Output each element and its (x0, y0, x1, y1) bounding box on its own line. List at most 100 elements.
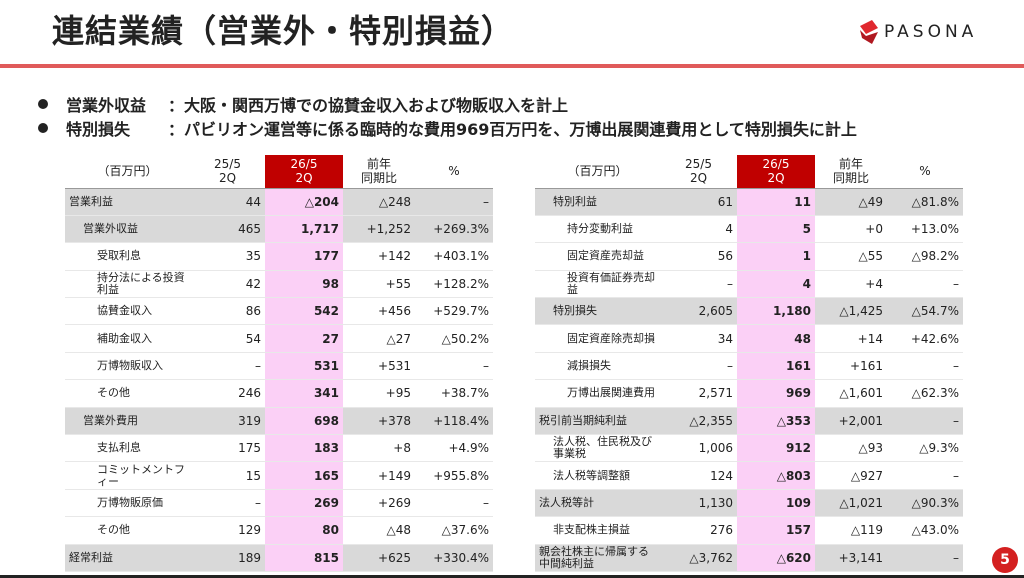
cell-value: 341 (265, 379, 343, 408)
cell-value: 34 (660, 324, 737, 353)
cell-value: 969 (737, 379, 815, 408)
cell-value: 1,180 (737, 297, 815, 326)
column-header: 26/5 2Q (265, 155, 343, 189)
logo-mark (860, 20, 878, 44)
cell-value: △98.2% (887, 242, 963, 271)
header-row: （百万円） 25/5 2Q 26/5 2Q 前年 同期比% (535, 155, 963, 189)
cell-value: △37.6% (415, 516, 493, 545)
cell-value: △927 (815, 461, 887, 490)
cell-value: 912 (737, 434, 815, 463)
cell-value: 61 (660, 188, 737, 216)
cell-value: 177 (265, 242, 343, 271)
row-label: 持分法による投資利益 (65, 270, 190, 299)
row-label: 営業外費用 (65, 407, 190, 436)
cell-value: +142 (343, 242, 415, 271)
row-label: 持分変動利益 (535, 215, 660, 244)
cell-value: △119 (815, 516, 887, 545)
row-label: 減損損失 (535, 352, 660, 381)
cell-value: – (190, 489, 265, 518)
row-label: その他 (65, 379, 190, 408)
row-label: 特別損失 (535, 297, 660, 326)
cell-value: 1 (737, 242, 815, 271)
cell-value: △43.0% (887, 516, 963, 545)
cell-value: – (887, 270, 963, 299)
cell-value: +4.9% (415, 434, 493, 463)
cell-value: 531 (265, 352, 343, 381)
column-header: 前年 同期比 (343, 155, 415, 189)
row-label: 投資有価証券売却益 (535, 270, 660, 299)
cell-value: +403.1% (415, 242, 493, 271)
cell-value: 35 (190, 242, 265, 271)
cell-value: +55 (343, 270, 415, 299)
bullet-dot (38, 123, 48, 133)
cell-value: – (887, 407, 963, 436)
row-label: 固定資産除売却損 (535, 324, 660, 353)
column-header: % (415, 155, 493, 189)
bullet-list: 営業外収益 ：大阪・関西万博での協賛金収入および物販収入を計上特別損失 ：パビリオン… (38, 92, 857, 140)
cell-value: 15 (190, 461, 265, 490)
cell-value: △9.3% (887, 434, 963, 463)
cell-value: +14 (815, 324, 887, 353)
table-row: 持分変動利益 4 5 +0 +13.0% (535, 215, 963, 244)
cell-value: △1,425 (815, 297, 887, 326)
cell-value: 465 (190, 215, 265, 244)
table-row: 営業外収益 465 1,717 +1,252 +269.3% (65, 215, 493, 244)
table-row: 固定資産売却益 56 1 △55 △98.2% (535, 242, 963, 271)
table-row: 万博出展関連費用 2,571 969 △1,601 △62.3% (535, 379, 963, 408)
cell-value: +269 (343, 489, 415, 518)
cell-value: +330.4% (415, 544, 493, 572)
row-label: 特別利益 (535, 188, 660, 216)
cell-value: 4 (660, 215, 737, 244)
column-header: （百万円） (535, 155, 660, 189)
cell-value: +955.8% (415, 461, 493, 490)
cell-value: 276 (660, 516, 737, 545)
table-row: 万博物販収入 –531 +531– (65, 352, 493, 381)
cell-value: +128.2% (415, 270, 493, 299)
bullet-text: ：パビリオン運営等に係る臨時的な費用969百万円を、万博出展関連費用として特別損… (168, 120, 857, 139)
cell-value: △49 (815, 188, 887, 216)
table-row: コミットメントフィー 15 165 +149 +955.8% (65, 461, 493, 490)
cell-value: 129 (190, 516, 265, 545)
table-row: 非支配株主損益 276 157 △119 △43.0% (535, 516, 963, 545)
row-label: 補助金収入 (65, 324, 190, 353)
cell-value: 815 (265, 544, 343, 572)
bullet: 営業外収益 ：大阪・関西万博での協賛金収入および物販収入を計上 (38, 92, 857, 116)
cell-value: 157 (737, 516, 815, 545)
cell-value: +0 (815, 215, 887, 244)
cell-value: △48 (343, 516, 415, 545)
table-row: 持分法による投資利益 42 98 +55 +128.2% (65, 270, 493, 299)
table-row: 投資有価証券売却益 –4 +4– (535, 270, 963, 299)
cell-value: +13.0% (887, 215, 963, 244)
cell-value: – (660, 270, 737, 299)
cell-value: – (415, 188, 493, 216)
cell-value: △204 (265, 188, 343, 216)
row-label: コミットメントフィー (65, 461, 190, 490)
cell-value: – (415, 489, 493, 518)
cell-value: 542 (265, 297, 343, 326)
table-row: その他 129 80 △48 △37.6% (65, 516, 493, 545)
bullet-label: 特別損失 (66, 120, 131, 139)
cell-value: △803 (737, 461, 815, 490)
cell-value: 161 (737, 352, 815, 381)
title-rule (0, 64, 1024, 68)
row-label: 税引前当期純利益 (535, 407, 660, 436)
row-label: 法人税、住民税及び事業税 (535, 434, 660, 463)
table-row: 法人税、住民税及び事業税 1,006 912 △93 △9.3% (535, 434, 963, 463)
cell-value: 54 (190, 324, 265, 353)
cell-value: △62.3% (887, 379, 963, 408)
cell-value: △93 (815, 434, 887, 463)
cell-value: 124 (660, 461, 737, 490)
cell-value: 11 (737, 188, 815, 216)
cell-value: – (887, 544, 963, 572)
cell-value: +625 (343, 544, 415, 572)
cell-value: 48 (737, 324, 815, 353)
cell-value: 98 (265, 270, 343, 299)
table-row: 万博物販原価 –269 +269– (65, 489, 493, 518)
row-label: 協賛金収入 (65, 297, 190, 326)
cell-value: +42.6% (887, 324, 963, 353)
header-row: （百万円） 25/5 2Q 26/5 2Q 前年 同期比% (65, 155, 493, 189)
cell-value: 27 (265, 324, 343, 353)
column-header: 25/5 2Q (660, 155, 737, 189)
cell-value: 86 (190, 297, 265, 326)
